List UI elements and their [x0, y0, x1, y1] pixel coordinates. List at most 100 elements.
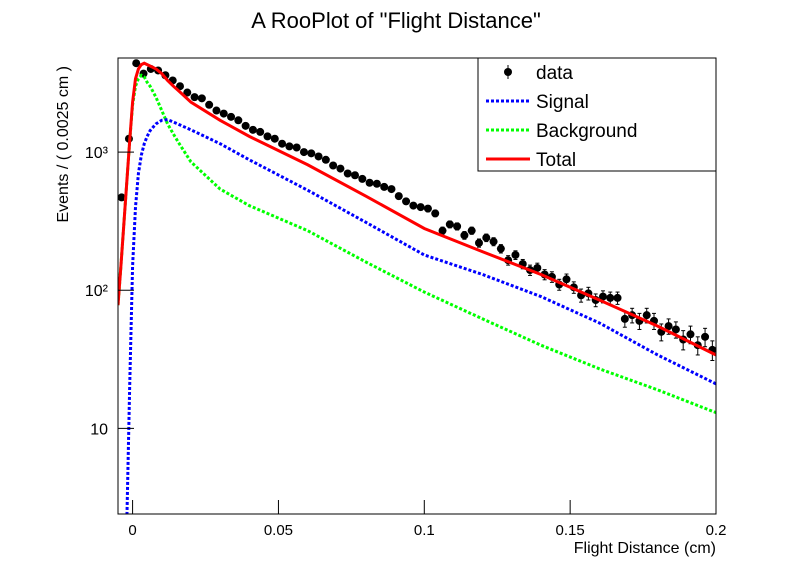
data-point	[118, 193, 126, 202]
legend-label: Background	[536, 121, 637, 142]
data-point	[613, 291, 622, 305]
marker	[241, 121, 250, 130]
data-point	[453, 222, 462, 231]
y-tick-label: 10²	[85, 283, 109, 300]
data-point	[197, 94, 206, 103]
marker	[299, 148, 308, 157]
marker	[227, 112, 236, 121]
marker	[606, 293, 615, 302]
marker	[248, 125, 257, 134]
legend-box	[477, 57, 717, 172]
marker	[234, 116, 243, 125]
legend-label: Signal	[536, 92, 589, 113]
marker	[613, 293, 622, 302]
data-point	[402, 197, 411, 206]
marker	[467, 226, 476, 235]
marker	[190, 93, 199, 102]
data-point	[175, 82, 184, 91]
data-point	[336, 164, 345, 173]
marker	[482, 233, 491, 242]
x-tick-label: 0.05	[264, 522, 293, 539]
marker	[197, 94, 206, 103]
data-point	[314, 152, 323, 161]
marker	[701, 332, 710, 341]
marker	[642, 311, 651, 320]
legend-label: data	[536, 63, 573, 84]
marker	[387, 185, 396, 194]
x-tick-label: 0	[128, 522, 136, 539]
marker	[489, 237, 498, 246]
data-point	[474, 238, 483, 248]
data-point	[292, 143, 301, 152]
marker	[445, 220, 454, 229]
data-point	[460, 231, 469, 240]
data-point	[205, 100, 214, 109]
marker	[438, 226, 447, 235]
marker	[562, 275, 571, 284]
marker	[343, 169, 352, 178]
marker	[431, 209, 440, 218]
data-point	[343, 169, 352, 178]
data-point	[190, 93, 199, 102]
marker	[416, 203, 425, 212]
x-axis-label: Flight Distance (cm)	[574, 540, 716, 557]
data-point	[234, 116, 243, 125]
data-point	[329, 161, 338, 170]
curve-signal	[125, 118, 716, 514]
marker	[460, 231, 469, 240]
data-point	[387, 185, 396, 194]
data-point	[256, 127, 265, 136]
marker	[314, 152, 323, 161]
marker	[205, 100, 214, 109]
marker	[358, 174, 367, 183]
marker	[351, 171, 360, 180]
marker	[496, 244, 505, 253]
marker	[474, 238, 483, 247]
marker	[453, 222, 462, 231]
legend-label: Total	[536, 150, 576, 171]
data-point	[701, 327, 710, 348]
marker	[598, 292, 607, 301]
data-point	[285, 142, 294, 151]
marker	[671, 325, 680, 334]
marker	[183, 88, 192, 97]
marker	[292, 143, 301, 152]
data-point	[365, 178, 374, 187]
x-tick-label: 0.2	[706, 522, 727, 539]
marker	[533, 263, 542, 272]
x-tick-label: 0.15	[556, 522, 585, 539]
data-point	[263, 132, 272, 141]
marker	[263, 132, 272, 141]
data-point	[482, 233, 491, 243]
data-point	[380, 182, 389, 191]
frame	[117, 57, 717, 515]
marker	[118, 193, 126, 202]
data-point	[248, 125, 257, 134]
data-point	[227, 112, 236, 121]
marker	[336, 164, 345, 173]
data-point	[431, 209, 440, 218]
data-point	[351, 171, 360, 180]
data-point	[219, 109, 228, 118]
y-tick-label: 10	[90, 421, 108, 438]
marker	[620, 314, 629, 323]
data-point	[299, 148, 308, 157]
marker	[219, 109, 228, 118]
data-point	[278, 139, 287, 148]
data-point	[321, 155, 330, 164]
marker	[285, 142, 294, 151]
marker	[256, 127, 265, 136]
data-point	[489, 237, 498, 247]
data-point	[394, 192, 403, 201]
data-point	[241, 121, 250, 130]
data-point	[416, 203, 425, 212]
marker	[686, 330, 695, 339]
data-point	[409, 201, 418, 210]
marker	[423, 204, 432, 213]
data-point	[496, 244, 505, 254]
marker	[329, 161, 338, 170]
marker	[278, 139, 287, 148]
data-point	[445, 220, 454, 229]
y-tick-label: 10³	[85, 145, 109, 162]
